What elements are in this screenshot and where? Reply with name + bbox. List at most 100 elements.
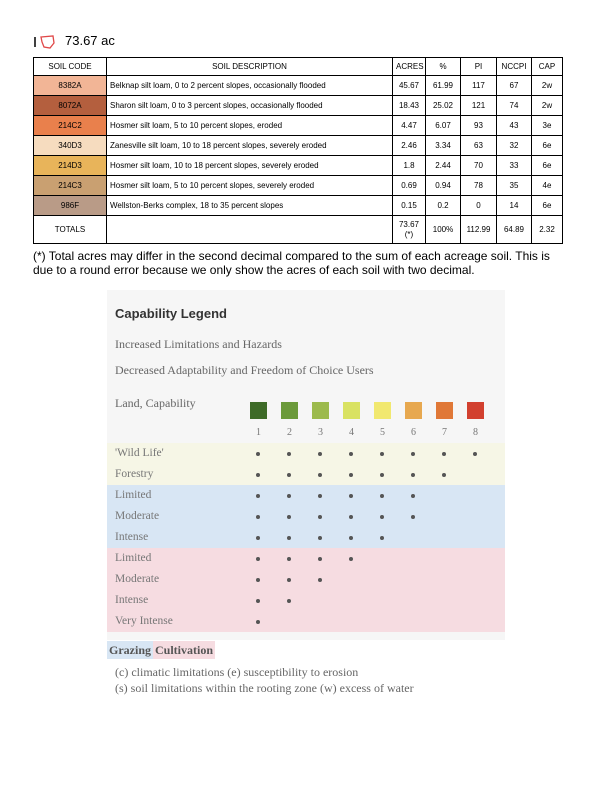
soil-description: Hosmer silt loam, 5 to 10 percent slopes… [106,115,393,136]
class-swatch [281,402,298,419]
legend-row: Moderate [107,569,505,590]
key-cultivation: Cultivation [153,641,216,659]
dot [256,494,260,498]
soil-code: 214D3 [33,155,107,176]
dot [318,494,322,498]
legend-row: Intense [107,590,505,611]
class-number: 5 [380,427,385,438]
dot [318,515,322,519]
dot [442,452,446,456]
cell-percent: 2.44 [425,155,461,176]
dot [256,599,260,603]
legend-row: Very Intense [107,611,505,632]
class-number: 2 [287,427,292,438]
cell-acres: 0.15 [392,195,426,216]
dot [349,473,353,477]
cell-percent: 0.94 [425,175,461,196]
class-swatch [467,402,484,419]
column-header: CAP [531,57,563,76]
class-number: 3 [318,427,323,438]
row-label: Limited [115,489,152,501]
dot [349,494,353,498]
dot [318,536,322,540]
legend-line: Increased Limitations and Hazards [115,337,282,351]
soil-table: SOIL CODE SOIL DESCRIPTION ACRES% PI NCCPI CA… [33,57,563,244]
dot [473,452,477,456]
cell-pi: 63 [460,135,497,156]
legend-row: Intense [107,527,505,548]
column-header: ACRES [392,57,426,76]
dot [380,473,384,477]
cell-cap: 2w [531,95,563,116]
class-number: 1 [256,427,261,438]
soil-row: 986F Wellston-Berks complex, 18 to 35 per… [33,195,563,216]
cell-percent: 6.07 [425,115,461,136]
class-swatch [436,402,453,419]
cell-acres: 0.69 [392,175,426,196]
legend-row: Forestry [107,464,505,485]
row-label: Moderate [115,573,160,585]
dot [287,515,291,519]
footnote: (*) Total acres may differ in the second… [33,249,550,277]
dot [287,557,291,561]
dot [380,515,384,519]
dot [318,452,322,456]
soil-description: Hosmer silt loam, 5 to 10 percent slopes… [106,175,393,196]
legend-note: (s) soil limitations within the rooting … [115,681,414,695]
dot [287,599,291,603]
cell-pi: 121 [460,95,497,116]
dot [256,473,260,477]
dot [442,473,446,477]
totals-row: TOTALS 73.67(*) 100% 112.99 64.89 2.32 [33,215,563,244]
dot [411,452,415,456]
row-label: Limited [115,552,152,564]
soil-code: 8382A [33,75,107,96]
area-total: 73.67 ac [65,33,115,48]
cell-pi: 70 [460,155,497,176]
cell-cap: 6e [531,155,563,176]
parcel-icon [34,35,55,49]
soil-description: Belknap silt loam, 0 to 2 percent slopes… [106,75,393,96]
cell-pi: 117 [460,75,497,96]
cell-nccpi: 43 [496,115,532,136]
cell-acres: 18.43 [392,95,426,116]
cell-cap: 2w [531,75,563,96]
capability-legend: Capability Legend Increased Limitations … [107,290,505,640]
cell-acres: 45.67 [392,75,426,96]
dot [380,494,384,498]
legend-key: Grazing Cultivation [107,641,216,659]
soil-description: Hosmer silt loam, 10 to 18 percent slope… [106,155,393,176]
row-label: Moderate [115,510,160,522]
column-header: SOIL DESCRIPTION [106,57,393,76]
legend-title: Capability Legend [115,306,227,321]
legend-row: Limited [107,485,505,506]
row-label: Forestry [115,468,154,480]
cell-nccpi: 33 [496,155,532,176]
dot [287,494,291,498]
class-number: 8 [473,427,478,438]
dot [318,473,322,477]
legend-axis-label: Land, Capability [115,396,196,410]
cell-cap: 4e [531,175,563,196]
soil-code: 986F [33,195,107,216]
dot [287,452,291,456]
legend-row: Limited [107,548,505,569]
soil-row: 214C2 Hosmer silt loam, 5 to 10 percent s… [33,115,563,136]
total-percent: 100% [425,215,461,244]
cell-acres: 1.8 [392,155,426,176]
dot [287,473,291,477]
legend-row: 'Wild Life' [107,443,505,464]
dot [349,452,353,456]
legend-line: Decreased Adaptability and Freedom of Ch… [115,363,374,377]
dot [349,536,353,540]
key-grazing: Grazing [107,641,153,659]
legend-note: (c) climatic limitations (e) susceptibil… [115,665,359,679]
class-number: 4 [349,427,354,438]
soil-code: 340D3 [33,135,107,156]
dot [349,515,353,519]
cell-nccpi: 67 [496,75,532,96]
soil-row: 8382A Belknap silt loam, 0 to 2 percent s… [33,75,563,96]
dot [287,536,291,540]
total-acres: 73.67(*) [392,215,426,244]
soil-row: 340D3 Zanesville silt loam, 10 to 18 perc… [33,135,563,156]
